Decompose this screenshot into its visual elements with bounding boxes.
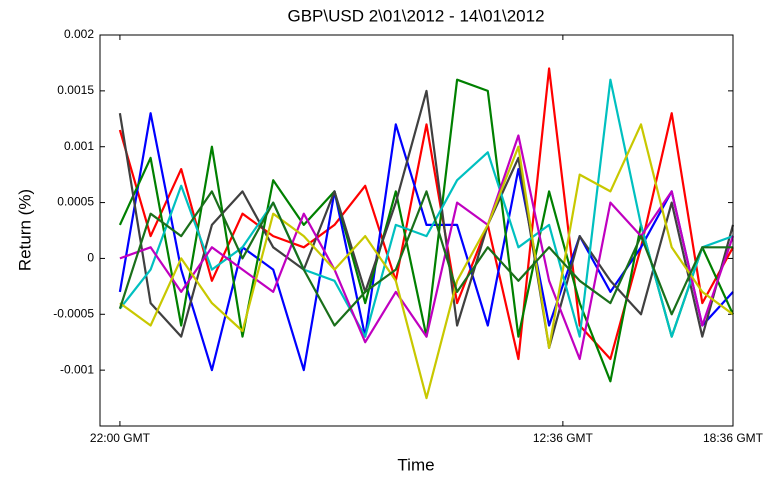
line <box>118 67 734 361</box>
line <box>118 190 733 327</box>
y-tick-label: -0.0005 <box>53 306 94 320</box>
line <box>119 123 734 400</box>
x-tick-label: 22:00 GMT <box>90 431 151 445</box>
y-tick-label: 0.0005 <box>57 195 94 209</box>
y-axis-label: Return (%) <box>15 189 34 271</box>
plot-frame <box>99 34 734 427</box>
line <box>119 134 735 361</box>
y-tick-label: 0 <box>87 251 94 265</box>
x-tick-label: 12:36 GMT <box>533 431 594 445</box>
y-tick-label: 0.001 <box>64 139 94 153</box>
line <box>118 112 734 372</box>
y-tick-label: -0.001 <box>60 362 94 376</box>
y-tick-label: 0.0015 <box>57 83 94 97</box>
line <box>119 78 734 338</box>
x-tick-label: 18:36 GMT <box>703 431 764 445</box>
x-axis-label: Time <box>397 455 434 474</box>
chart-title: GBP\USD 2\01\2012 - 14\01\2012 <box>287 6 544 25</box>
y-tick-label: 0.002 <box>64 27 94 41</box>
